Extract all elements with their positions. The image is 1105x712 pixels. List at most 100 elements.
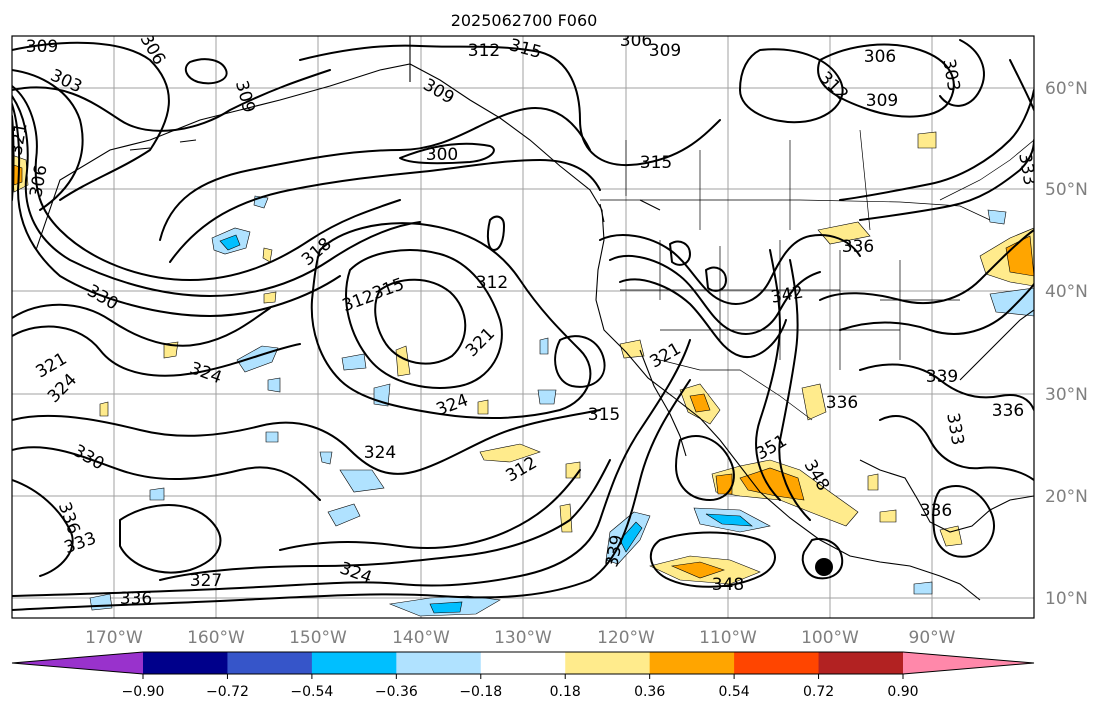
colorbar-tick-label: 0.18	[550, 684, 581, 700]
shade-positive	[479, 443, 541, 463]
contour-label: 306	[620, 31, 652, 51]
colorbar-tick-label: 0.90	[887, 684, 918, 700]
contour-label: 315	[640, 153, 672, 173]
colorbar-tick-label: −0.54	[290, 684, 333, 700]
contour-line	[932, 485, 995, 558]
contour-line	[12, 103, 341, 317]
island-coasts	[129, 139, 661, 223]
shade-positive	[739, 467, 805, 501]
shade-negative	[265, 431, 279, 443]
contour-line	[345, 249, 503, 389]
contour-line	[399, 142, 495, 165]
contour-line	[184, 58, 228, 85]
contour-line	[650, 531, 776, 588]
shade-positive	[817, 221, 871, 245]
shade-negative	[987, 209, 1007, 225]
contour-line	[310, 222, 592, 420]
contour-line	[859, 139, 1034, 221]
contour-line	[819, 229, 1034, 304]
contour-line	[12, 41, 170, 201]
contour-line	[939, 39, 985, 107]
colorbar-segment	[311, 652, 397, 674]
map-panel: 309 306 303 309 312 315 306 309 306 303 …	[11, 31, 1039, 619]
shade-positive	[263, 291, 277, 304]
contour-label: 309	[649, 41, 681, 61]
contour-line	[12, 85, 401, 281]
contour-line	[159, 459, 611, 581]
colorbar-segment	[227, 652, 313, 674]
contour-line	[279, 469, 581, 551]
colorbar-tick-label: 0.72	[803, 684, 834, 700]
lon-label: 100°W	[801, 628, 859, 648]
canada-east	[939, 139, 1034, 201]
shade-positive	[619, 339, 645, 359]
contour-label: 336	[120, 589, 152, 609]
province-borders	[625, 129, 871, 231]
shade-positive	[689, 393, 711, 413]
shade-positive	[879, 509, 897, 523]
shade-negative	[341, 353, 367, 371]
shade-positive	[559, 503, 573, 533]
contour-line	[669, 240, 691, 266]
colorbar-tick-label: 0.36	[634, 684, 665, 700]
contour-label: 336	[826, 393, 858, 413]
contour-line	[119, 504, 222, 574]
contour-label: 315	[588, 405, 620, 425]
contour-line	[879, 415, 1034, 481]
lon-label: 170°W	[85, 628, 143, 648]
shade-negative	[327, 503, 361, 527]
contour-label: 312	[468, 41, 500, 61]
contour-line	[12, 303, 271, 347]
contour-label: 309	[26, 37, 58, 57]
shade-positive	[565, 461, 581, 479]
colorbar-extend-high	[903, 652, 1034, 674]
shade-negative	[267, 377, 281, 393]
colorbar-tick-label: 0.54	[719, 684, 750, 700]
shade-positive	[99, 401, 109, 417]
contour-line	[12, 409, 601, 475]
contour-line	[12, 479, 74, 577]
shade-positive	[477, 399, 489, 415]
colorbar-tick-label: −0.18	[459, 684, 502, 700]
contour-line	[12, 325, 301, 377]
contour-line	[859, 363, 1034, 411]
contour-line	[801, 538, 844, 580]
contour-label: 300	[426, 145, 458, 165]
lon-label: 90°W	[909, 628, 956, 648]
contour-line	[599, 234, 861, 305]
colorbar-segment	[396, 652, 482, 674]
colorbar-segment	[143, 652, 228, 674]
contours	[12, 39, 1034, 611]
shade-positive	[939, 525, 963, 547]
contour-line	[817, 43, 955, 118]
contour-line	[839, 89, 1034, 201]
contour-label: 306	[864, 47, 896, 67]
contour-label: 336	[992, 401, 1024, 421]
colorbar-extend-low	[12, 652, 143, 674]
storm-center-marker	[815, 558, 833, 576]
contour-label: 336	[842, 237, 874, 257]
shade-negative	[219, 234, 241, 251]
contour-line	[619, 278, 787, 358]
contour-label: 333	[1014, 151, 1039, 186]
contour-line	[486, 215, 505, 251]
us-canada-border	[600, 199, 991, 221]
contour-label: 309	[866, 91, 898, 111]
east-coast	[959, 309, 1034, 381]
shade-negative	[913, 581, 933, 595]
contour-line	[739, 48, 844, 124]
contour-label: 327	[190, 571, 222, 591]
contour-line	[675, 435, 735, 501]
us-mexico-border	[659, 359, 813, 421]
lon-label: 160°W	[187, 628, 245, 648]
alaska-coast	[35, 63, 603, 251]
shading-blobs	[12, 131, 1034, 617]
contour-line	[554, 335, 606, 388]
contour-line	[12, 339, 691, 597]
contour-line	[609, 255, 821, 335]
contour-line	[12, 69, 331, 132]
lon-label: 120°W	[597, 628, 655, 648]
contour-label: 324	[364, 443, 396, 463]
shade-positive	[670, 561, 725, 579]
